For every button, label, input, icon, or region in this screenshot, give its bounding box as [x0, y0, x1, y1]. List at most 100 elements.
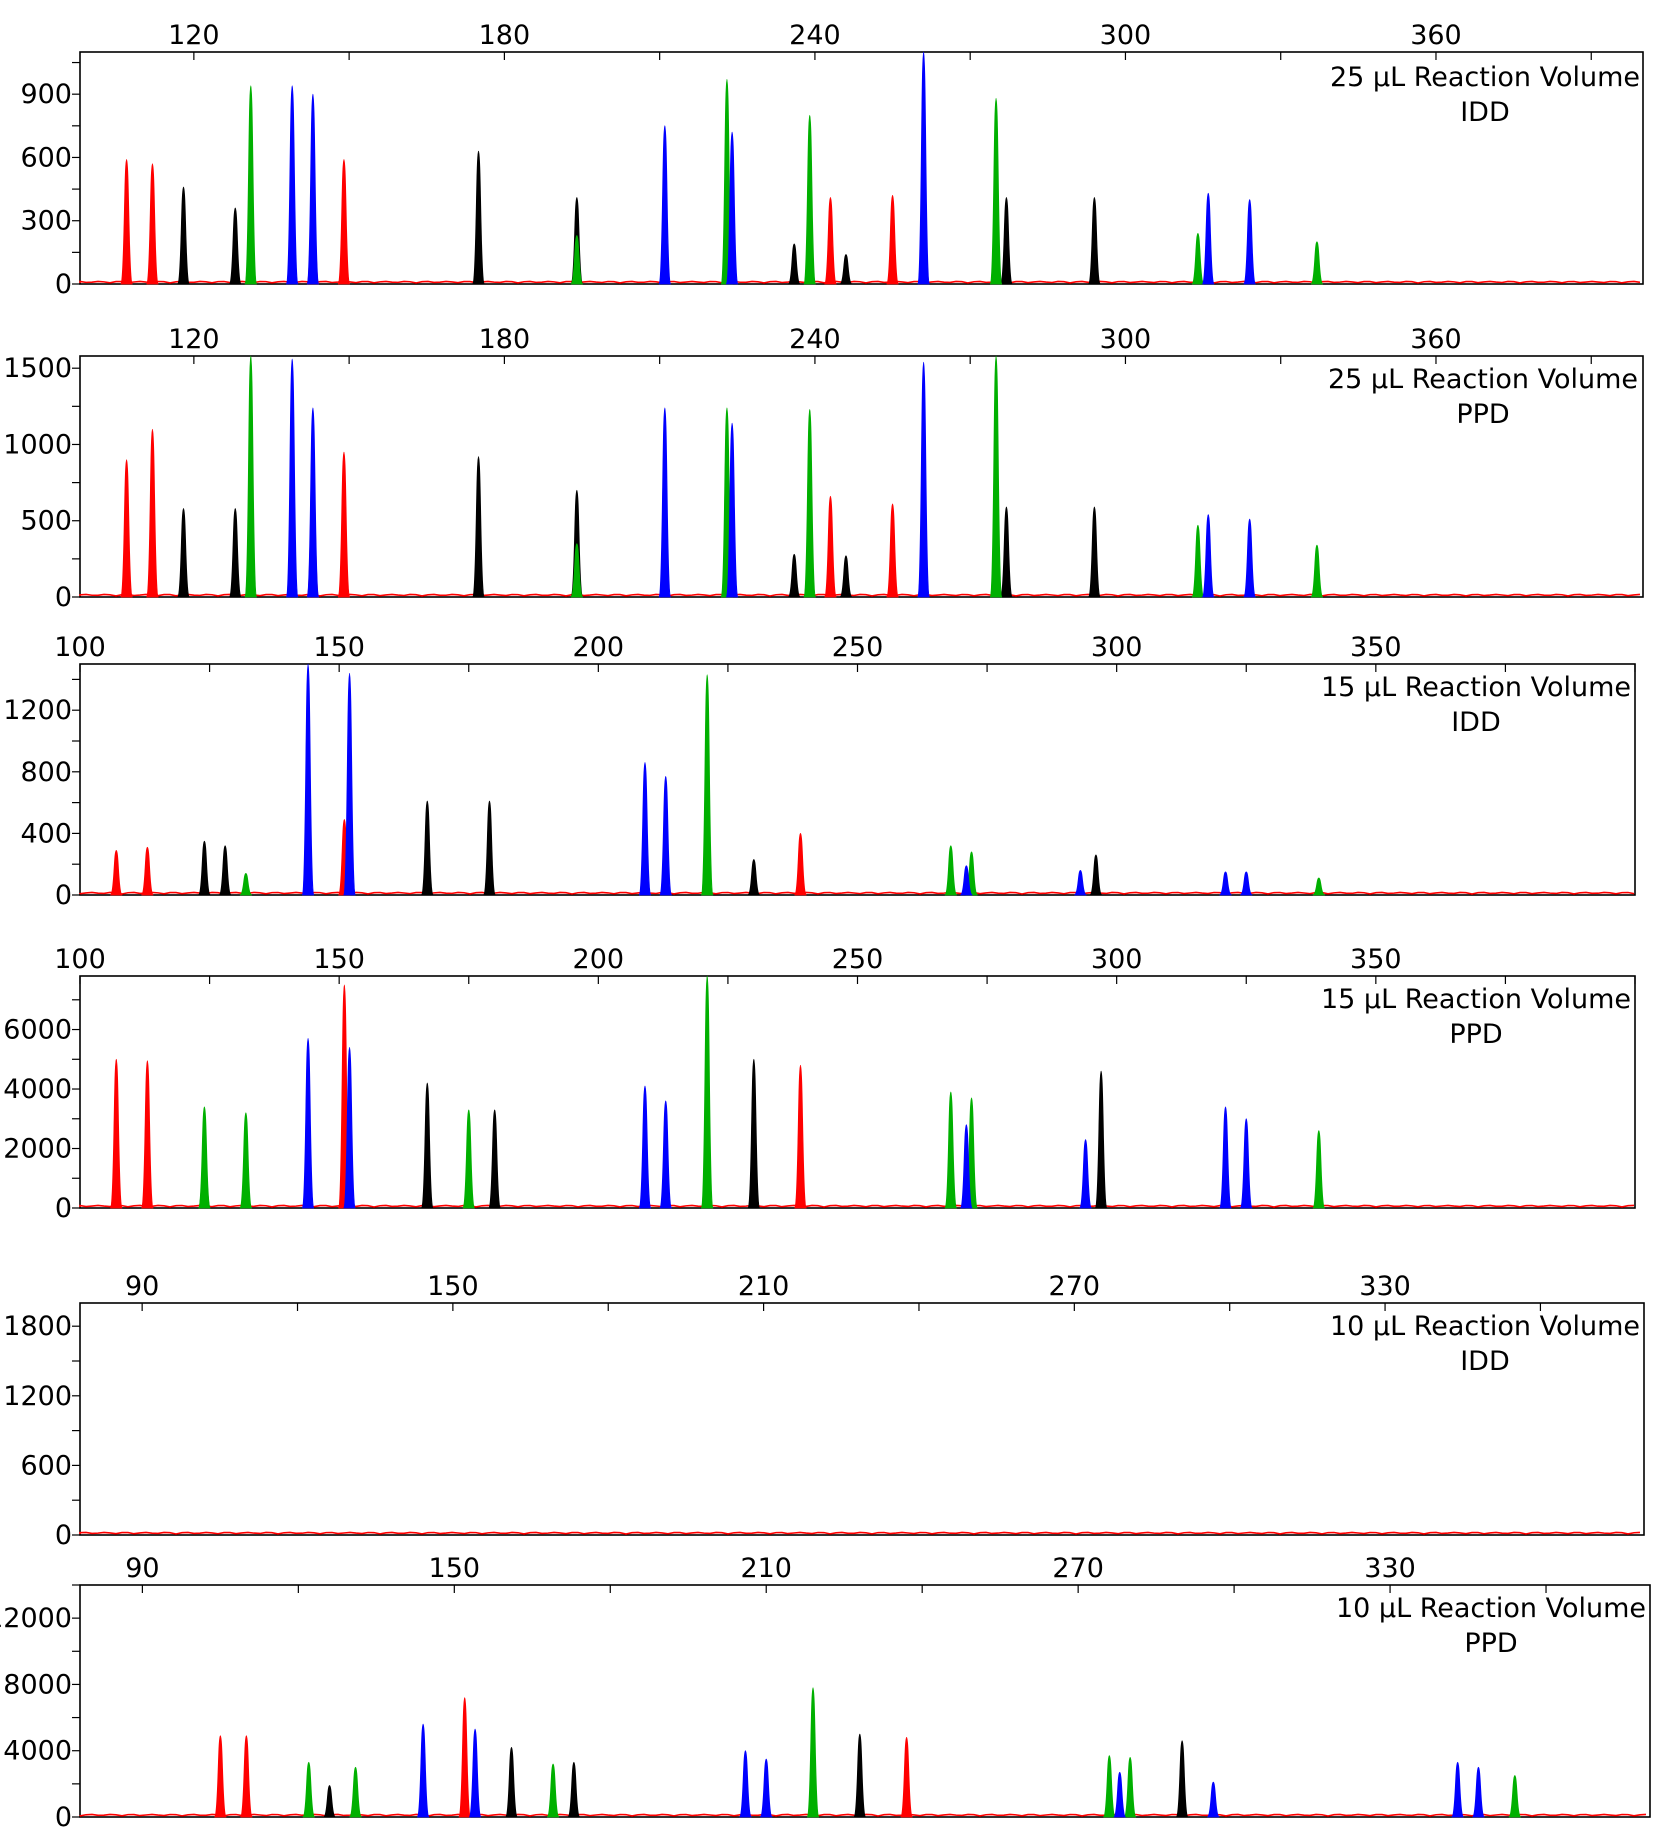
blue-peak	[759, 1758, 773, 1818]
panel-title: 10 µL Reaction Volume	[1336, 1593, 1646, 1624]
blue-peak	[1113, 1771, 1127, 1818]
black-peak	[1175, 1740, 1189, 1818]
x-tick-label: 270	[1049, 1271, 1101, 1302]
y-tick-label: 800	[20, 757, 72, 788]
x-tick-label: 100	[54, 944, 106, 975]
panel-5: 90 150 210 270 330 0 600 1200 1800 10 µL Reaction…	[3, 1271, 1645, 1551]
black-peak	[505, 1746, 518, 1818]
black-peak	[218, 845, 232, 896]
red-peak	[109, 1058, 123, 1209]
blue-peak	[638, 762, 652, 896]
panel-3: 100 150 200 250 300 350 0 400 800 1200 15 µL React…	[3, 632, 1636, 911]
plot-frame	[79, 1302, 1645, 1536]
x-tick-label: 240	[789, 324, 841, 355]
y-tick-label: 1000	[3, 429, 72, 460]
blue-peak	[285, 358, 299, 598]
green-peak	[570, 543, 584, 598]
x-tick-label: 150	[427, 1271, 479, 1302]
y-tick-label: 4000	[3, 1736, 72, 1767]
blue-peak	[1219, 1106, 1232, 1209]
green-peak	[239, 1112, 253, 1209]
panel-4: 100 150 200 250 300 350 0 2000 4000 6000 15 µL Rea…	[3, 944, 1636, 1224]
blue-peak	[1239, 871, 1253, 896]
green-peak	[302, 1761, 316, 1818]
green-peak	[244, 85, 258, 285]
y-tick-label: 500	[20, 506, 72, 537]
black-peak	[488, 1109, 502, 1209]
panel-title: 25 µL Reaction Volume	[1330, 62, 1640, 93]
red-peak	[824, 495, 837, 598]
green-peak	[944, 845, 958, 896]
x-tick-label: 180	[479, 324, 531, 355]
panel-subtitle: IDD	[1451, 707, 1501, 738]
x-tick-label: 250	[832, 632, 884, 663]
panel-title: 15 µL Reaction Volume	[1321, 984, 1631, 1015]
blue-peak	[638, 1085, 652, 1209]
x-tick-label: 210	[738, 1271, 790, 1302]
x-tick-label: 360	[1410, 324, 1462, 355]
blue-peak	[306, 407, 320, 598]
panel-subtitle: PPD	[1464, 1628, 1517, 1659]
blue-peak	[1239, 1118, 1253, 1209]
blue-peak	[739, 1750, 752, 1818]
black-peak	[472, 456, 485, 598]
blue-peak	[285, 85, 299, 285]
red-peak	[213, 1735, 227, 1818]
blue-peak	[917, 361, 930, 598]
red-peak	[239, 1735, 253, 1818]
blue-peak	[416, 1723, 430, 1818]
red-peak	[824, 197, 837, 285]
y-tick-label: 0	[55, 582, 72, 613]
x-tick-label: 330	[1359, 1271, 1411, 1302]
green-peak	[239, 873, 253, 896]
red-peak	[140, 1060, 154, 1209]
black-peak	[567, 1761, 581, 1818]
y-tick-label: 0	[55, 1193, 72, 1224]
blue-peak	[1243, 199, 1257, 285]
y-tick-label: 600	[20, 142, 72, 173]
panel-1: 120 180 240 300 360 0 300 600 900 25 µL Reaction …	[20, 20, 1644, 300]
green-peak	[546, 1763, 560, 1818]
x-tick-label: 120	[168, 324, 220, 355]
black-peak	[1089, 854, 1103, 896]
blue-peak	[343, 1046, 356, 1209]
green-peak	[700, 975, 714, 1209]
x-tick-label: 360	[1410, 20, 1462, 51]
red-peak	[146, 163, 159, 285]
red-peak	[886, 195, 899, 285]
blue-peak	[725, 422, 739, 598]
blue-peak	[959, 1124, 973, 1209]
x-tick-label: 150	[313, 944, 365, 975]
blue-peak	[725, 131, 739, 285]
blue-peak	[301, 663, 315, 896]
red-peak	[109, 849, 123, 896]
blue-peak	[343, 672, 356, 896]
baseline-trace	[79, 593, 1641, 597]
x-tick-label: 120	[168, 20, 220, 51]
blue-peak	[658, 407, 672, 598]
green-peak	[1508, 1775, 1522, 1818]
x-tick-label: 200	[573, 632, 625, 663]
green-peak	[803, 408, 817, 598]
x-tick-label: 180	[479, 20, 531, 51]
y-tick-label: 900	[20, 79, 72, 110]
y-tick-label: 6000	[3, 1015, 72, 1046]
y-tick-label: 1800	[3, 1311, 72, 1342]
x-tick-label: 330	[1364, 1553, 1416, 1584]
panel-2: 120 180 240 300 360 0 500 1000 1500 25 µL Reactio…	[3, 324, 1644, 613]
green-peak	[700, 674, 714, 896]
x-tick-label: 350	[1350, 632, 1402, 663]
y-tick-label: 600	[20, 1450, 72, 1481]
blue-peak	[1451, 1761, 1465, 1818]
blue-peak	[306, 93, 320, 285]
black-peak	[839, 254, 853, 285]
black-peak	[420, 1082, 434, 1209]
blue-peak	[468, 1728, 482, 1818]
y-tick-label: 1200	[3, 695, 72, 726]
blue-peak	[959, 865, 973, 896]
black-peak	[420, 800, 434, 896]
red-peak	[794, 1064, 807, 1209]
black-peak	[1088, 197, 1101, 285]
y-tick-label: 0	[55, 880, 72, 911]
